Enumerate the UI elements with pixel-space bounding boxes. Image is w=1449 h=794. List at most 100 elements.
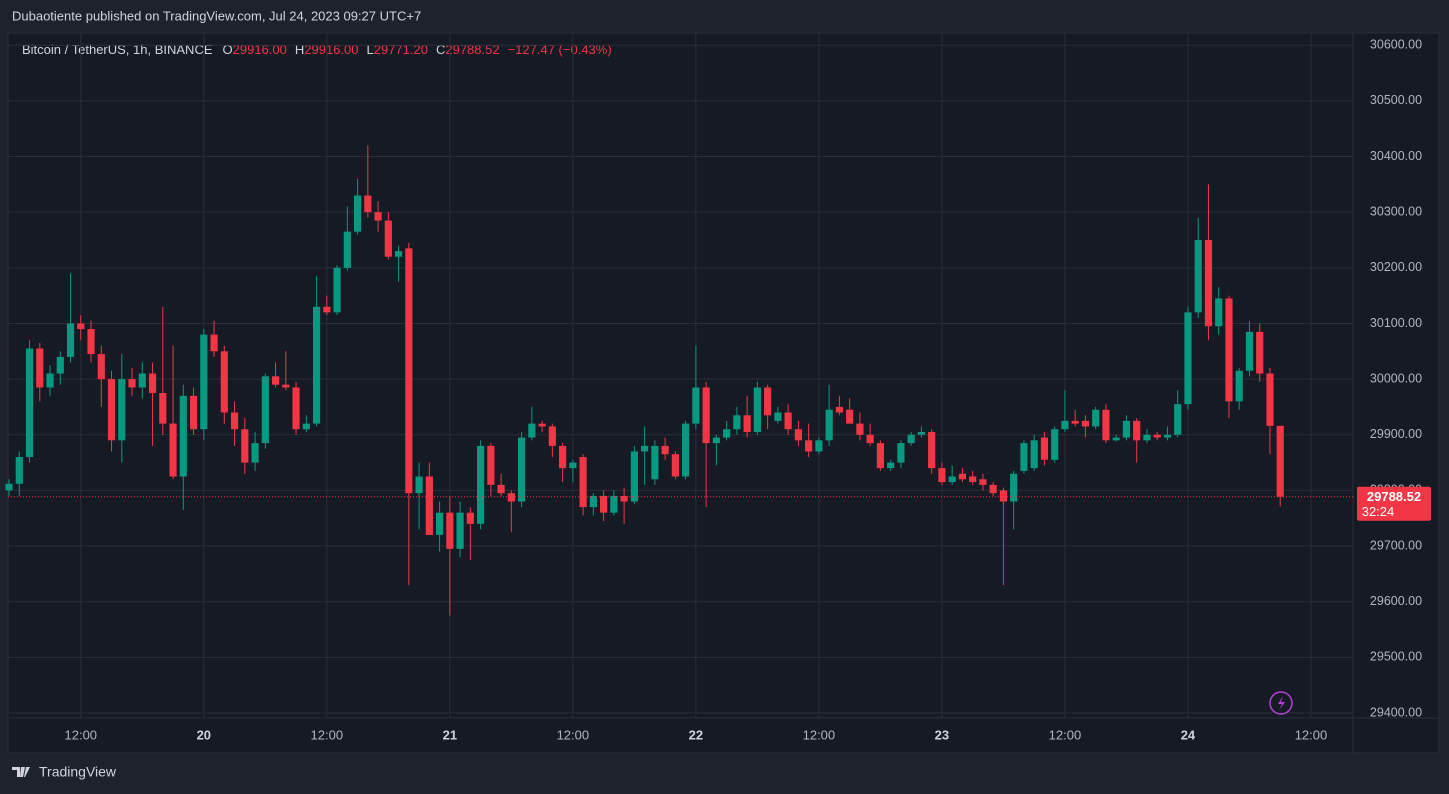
candle-body bbox=[835, 406, 843, 413]
y-tick-label: 30100.00 bbox=[1370, 316, 1422, 330]
grid bbox=[8, 33, 1353, 718]
legend-line: Bitcoin / TetherUS, 1h, BINANCE O29916.00… bbox=[22, 42, 612, 57]
x-tick-label: 12:00 bbox=[803, 727, 836, 742]
legend-key: L bbox=[367, 42, 374, 57]
y-tick-label: 29400.00 bbox=[1370, 705, 1422, 719]
candle-body bbox=[384, 220, 392, 257]
candle-body bbox=[1153, 434, 1161, 438]
candle-body bbox=[446, 512, 454, 549]
y-tick-label: 30400.00 bbox=[1370, 149, 1422, 163]
x-tick-label: 12:00 bbox=[1049, 727, 1082, 742]
candle-body bbox=[630, 451, 638, 502]
candle-body bbox=[548, 426, 556, 446]
y-tick-label: 29900.00 bbox=[1370, 427, 1422, 441]
candle-body bbox=[958, 473, 967, 480]
candle-body bbox=[25, 348, 34, 458]
candle-body bbox=[1143, 434, 1151, 441]
legend-key: C bbox=[436, 42, 445, 57]
candle-body bbox=[425, 476, 433, 535]
candle-body bbox=[620, 495, 628, 502]
candle-body bbox=[1122, 420, 1131, 438]
candle-body bbox=[333, 267, 341, 313]
candle-body bbox=[938, 468, 946, 483]
candle-body bbox=[692, 387, 700, 424]
candle-body bbox=[723, 429, 731, 438]
candle-body bbox=[876, 443, 884, 469]
candle-body bbox=[466, 512, 474, 524]
candle-body bbox=[1030, 440, 1038, 469]
candle-body bbox=[1276, 425, 1284, 497]
candle-body bbox=[1204, 240, 1213, 327]
y-tick-label: 29700.00 bbox=[1370, 538, 1422, 552]
legend-value: 29916.00 bbox=[233, 42, 287, 57]
candle-body bbox=[343, 231, 351, 268]
candle-body bbox=[712, 437, 720, 444]
candle-body bbox=[1040, 437, 1049, 460]
candle-body bbox=[538, 423, 546, 427]
x-tick-label: 24 bbox=[1181, 727, 1196, 742]
candle-body bbox=[436, 512, 444, 535]
legend-value: 29916.00 bbox=[304, 42, 358, 57]
candle-body bbox=[36, 348, 44, 388]
candle-body bbox=[682, 423, 690, 477]
legend-value: 29771.20 bbox=[374, 42, 428, 57]
x-tick-label: 12:00 bbox=[557, 727, 590, 742]
candle-body bbox=[107, 379, 116, 441]
candle-body bbox=[1061, 420, 1069, 430]
candle-body bbox=[1225, 298, 1233, 402]
candle-body bbox=[1174, 404, 1182, 435]
candle-body bbox=[15, 457, 23, 484]
candle-body bbox=[415, 476, 423, 494]
candle-body bbox=[774, 412, 782, 421]
candle-body bbox=[559, 445, 567, 469]
candle-body bbox=[589, 495, 597, 508]
candle-body bbox=[507, 493, 515, 502]
candle-body bbox=[1235, 370, 1243, 402]
candle-body bbox=[743, 415, 751, 432]
x-tick-label: 21 bbox=[443, 727, 457, 742]
candle-body bbox=[948, 476, 956, 483]
candle-body bbox=[1092, 409, 1100, 427]
candle-body bbox=[1245, 331, 1254, 371]
candle-body bbox=[989, 484, 997, 494]
lightning-glyph bbox=[1278, 696, 1285, 710]
candle-body bbox=[518, 437, 526, 502]
candle-body bbox=[600, 495, 608, 513]
candle-body bbox=[179, 395, 187, 477]
candle-body bbox=[815, 440, 823, 452]
candle-body bbox=[1194, 240, 1202, 313]
candles bbox=[5, 145, 1353, 616]
candle-body bbox=[87, 329, 95, 355]
last-price-label: 29788.52 bbox=[1367, 489, 1421, 504]
candle-body bbox=[66, 323, 75, 357]
x-tick-label: 22 bbox=[689, 727, 703, 742]
candle-body bbox=[487, 445, 495, 485]
y-tick-label: 30000.00 bbox=[1370, 371, 1422, 385]
candle-body bbox=[292, 387, 300, 430]
candle-body bbox=[282, 384, 290, 388]
candle-body bbox=[1133, 420, 1141, 441]
candle-body bbox=[210, 334, 218, 352]
x-tick-label: 12:00 bbox=[311, 727, 344, 742]
candle-body bbox=[353, 195, 362, 232]
candle-body bbox=[661, 445, 669, 455]
candle-body bbox=[702, 387, 710, 444]
legend-change: −127.47 (−0.43%) bbox=[508, 42, 612, 57]
legend: Bitcoin / TetherUS, 1h, BINANCE O29916.00… bbox=[22, 42, 612, 57]
candle-body bbox=[1163, 434, 1172, 438]
candle-body bbox=[1256, 331, 1264, 374]
x-tick-label: 20 bbox=[197, 727, 211, 742]
candle-body bbox=[999, 490, 1008, 502]
y-tick-label: 30600.00 bbox=[1370, 38, 1422, 52]
candle-body bbox=[528, 423, 536, 438]
candle-body bbox=[1215, 298, 1223, 327]
legend-key: O bbox=[223, 42, 233, 57]
legend-value: 29788.52 bbox=[445, 42, 499, 57]
logo-glyph bbox=[12, 767, 30, 777]
candle-body bbox=[128, 379, 136, 388]
candle-body bbox=[1051, 429, 1059, 460]
legend-key: H bbox=[295, 42, 304, 57]
candle-body bbox=[97, 354, 105, 380]
lightning-icon[interactable] bbox=[1269, 691, 1293, 715]
